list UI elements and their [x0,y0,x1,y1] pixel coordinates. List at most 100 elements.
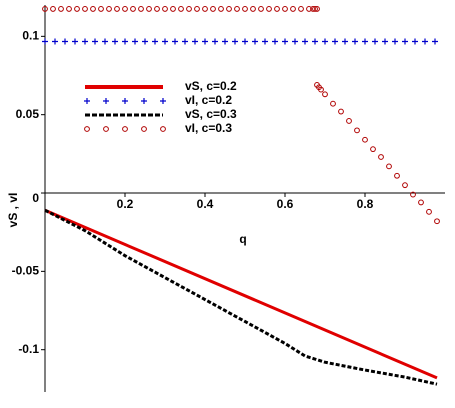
point [412,38,418,45]
y-tick-label: 0.05 [16,107,40,121]
point [310,6,316,12]
point [112,38,118,45]
point [426,208,432,215]
point [422,38,428,45]
point [354,127,360,134]
legend-swatch [122,126,128,132]
point [142,38,148,45]
point [212,38,218,45]
point [122,38,128,45]
point [162,6,168,12]
point [66,6,72,12]
point [72,38,78,45]
point [306,6,312,12]
point [298,6,304,12]
point [218,6,224,12]
point [74,6,80,12]
y-axis-label: vS , vI [6,193,20,228]
x-tick-label: 0.6 [277,197,294,211]
point [394,172,400,179]
point [262,38,268,45]
legend-swatch [141,126,147,132]
point [330,100,336,107]
point [302,38,308,45]
point [42,38,48,45]
point [314,6,320,12]
point [194,6,200,12]
point [82,6,88,12]
point [252,38,258,45]
point [370,146,376,153]
point [90,6,96,12]
point [272,38,278,45]
point [402,38,408,45]
legend-swatch [141,98,147,104]
point [186,6,192,12]
point [258,6,264,12]
point [410,191,416,198]
legend-swatch [84,98,90,104]
point [372,38,378,45]
point [392,38,398,45]
x-axis-label: q [239,232,246,246]
point [152,38,158,45]
point [52,38,58,45]
legend-label: vI, c=0.3 [185,121,232,135]
point [266,6,272,12]
point [282,38,288,45]
x-tick-label: 0.4 [197,197,214,211]
point [382,38,388,45]
point [402,182,408,189]
point [102,38,108,45]
legend-swatch [160,126,166,132]
point [114,6,120,12]
point [226,6,232,12]
point [154,6,160,12]
point [50,6,56,12]
point [106,6,112,12]
point [222,38,228,45]
point [242,6,248,12]
point [434,218,440,225]
point [346,118,352,124]
x-tick-label: 0.8 [357,197,374,211]
point [432,38,438,45]
point [192,38,198,45]
series-line [44,208,438,386]
legend-label: vI, c=0.2 [185,93,232,107]
point [162,38,168,45]
legend-swatch [103,98,109,104]
point [62,38,68,45]
point [122,6,128,12]
point [182,38,188,45]
legend-swatch [103,126,109,132]
legend-label: vS, c=0.2 [185,79,237,93]
point [210,6,216,12]
legend-swatch [122,98,128,104]
point [58,6,64,12]
point [332,38,338,45]
point [274,6,280,12]
point [362,136,368,143]
point [338,108,344,115]
point [386,163,392,170]
point [202,6,208,12]
point [312,38,318,45]
legend-label: vS, c=0.3 [185,107,237,121]
point [282,6,288,12]
point [132,38,138,45]
x-tick-label: 0.2 [117,197,134,211]
legend-swatch [84,126,90,132]
point [250,6,256,12]
point [418,199,424,206]
point [322,38,328,45]
legend-swatch [160,98,166,104]
point [98,6,104,12]
point [362,38,368,45]
point [292,38,298,45]
point [82,38,88,45]
point [322,91,328,98]
point [352,38,358,45]
y-tick-label: -0.1 [18,342,39,356]
